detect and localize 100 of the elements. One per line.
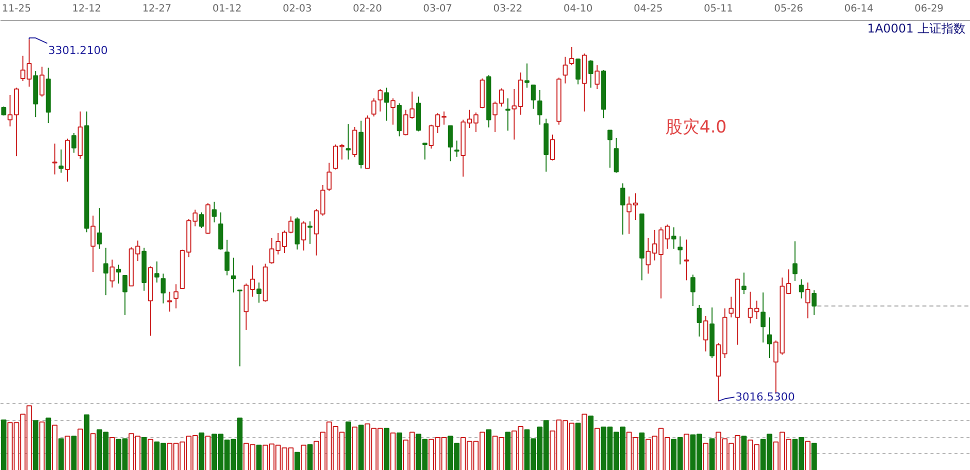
candlestick: [390, 98, 396, 126]
bar: [256, 444, 262, 470]
bar: [148, 438, 154, 470]
bar: [684, 434, 690, 470]
candlestick: [40, 66, 44, 98]
bar: [294, 452, 300, 470]
bar: [358, 424, 364, 470]
bar: [307, 444, 313, 470]
bar: [141, 436, 147, 470]
bar: [811, 442, 817, 470]
bar: [84, 414, 90, 470]
x-tick-label: 01-12: [212, 4, 242, 14]
bar: [588, 416, 594, 470]
x-tick-label: 05-11: [704, 4, 733, 14]
candlestick: [505, 98, 510, 132]
candlestick: [378, 88, 383, 112]
candlestick: [524, 62, 530, 88]
candlestick: [594, 64, 600, 90]
candlestick: [760, 292, 766, 344]
candlestick: [199, 212, 204, 229]
annotation: 股灾4.0: [666, 118, 727, 138]
x-tick-label: 12-12: [72, 4, 102, 14]
candlestick: [122, 275, 128, 316]
x-tick-label: 03-07: [423, 4, 452, 14]
bar: [58, 438, 64, 470]
bar: [78, 428, 84, 470]
bar: [198, 432, 204, 470]
candlestick: [614, 137, 619, 174]
candlestick: [537, 90, 542, 126]
candlestick: [256, 282, 262, 304]
candlestick: [530, 84, 536, 110]
candlestick: [684, 239, 689, 281]
candlestick: [116, 264, 122, 284]
chart-title: 1A0001 上证指数: [867, 22, 966, 36]
candlestick: [90, 215, 96, 272]
candlestick: [588, 60, 594, 88]
candlestick: [174, 284, 178, 309]
candlestick: [154, 260, 160, 284]
bar: [52, 424, 58, 470]
candlestick: [308, 220, 312, 244]
x-tick-label: 06-29: [914, 4, 944, 14]
bar: [639, 432, 645, 470]
candlestick: [812, 290, 817, 316]
candlestick: [52, 143, 58, 175]
candlestick: [569, 46, 574, 66]
bar: [709, 438, 715, 470]
candlestick: [96, 208, 102, 250]
candlestick: [767, 316, 772, 359]
x-tick-label: 02-20: [352, 4, 382, 14]
bar: [205, 436, 211, 470]
candlestick: [798, 278, 804, 299]
x-tick-label: 12-27: [142, 4, 172, 14]
x-tick-label: 03-22: [493, 4, 522, 14]
bar: [109, 436, 115, 470]
bar: [505, 432, 511, 470]
candlestick: [448, 125, 453, 162]
candlestick: [690, 274, 696, 307]
bar: [32, 420, 38, 470]
bar: [486, 429, 492, 470]
bar: [582, 414, 588, 470]
candlestick: [454, 140, 460, 158]
x-tick-label: 02-03: [282, 4, 312, 14]
candlestick: [562, 56, 568, 84]
x-tick-label: 05-26: [774, 4, 804, 14]
candlestick: [607, 130, 612, 168]
bar: [0, 420, 6, 470]
candlestick: [550, 134, 555, 161]
bar: [352, 426, 358, 470]
candlestick: [71, 132, 76, 154]
candlestick: [371, 98, 376, 117]
candlestick: [741, 272, 746, 295]
bar: [384, 428, 390, 470]
candlestick: [422, 142, 428, 160]
candlestick: [703, 315, 708, 352]
x-tick-label: 04-25: [634, 4, 663, 14]
bar: [46, 418, 52, 470]
bar: [594, 428, 600, 470]
x-tick-label: 04-10: [564, 4, 593, 14]
annotation: 3016.5300: [735, 390, 795, 404]
candlestick: [671, 226, 676, 250]
candlestick: [58, 148, 64, 174]
bar: [390, 432, 396, 470]
candlestick: [576, 58, 581, 85]
bar: [39, 421, 45, 470]
bar: [805, 440, 811, 470]
bar: [71, 436, 77, 470]
x-tick-label: 11-25: [2, 4, 31, 14]
candlestick: [110, 259, 115, 288]
candlestick: [230, 257, 236, 293]
candlestick: [301, 220, 306, 252]
bar: [346, 421, 352, 470]
candlestick: [224, 239, 230, 276]
candlestick: [237, 290, 242, 367]
annotation: 3301.2100: [48, 44, 108, 57]
x-tick-label: 06-14: [844, 4, 874, 14]
candlestick: [326, 162, 332, 192]
candlestick: [103, 247, 108, 296]
candlestick: [384, 87, 390, 122]
bar: [90, 433, 96, 470]
bar: [741, 436, 747, 470]
